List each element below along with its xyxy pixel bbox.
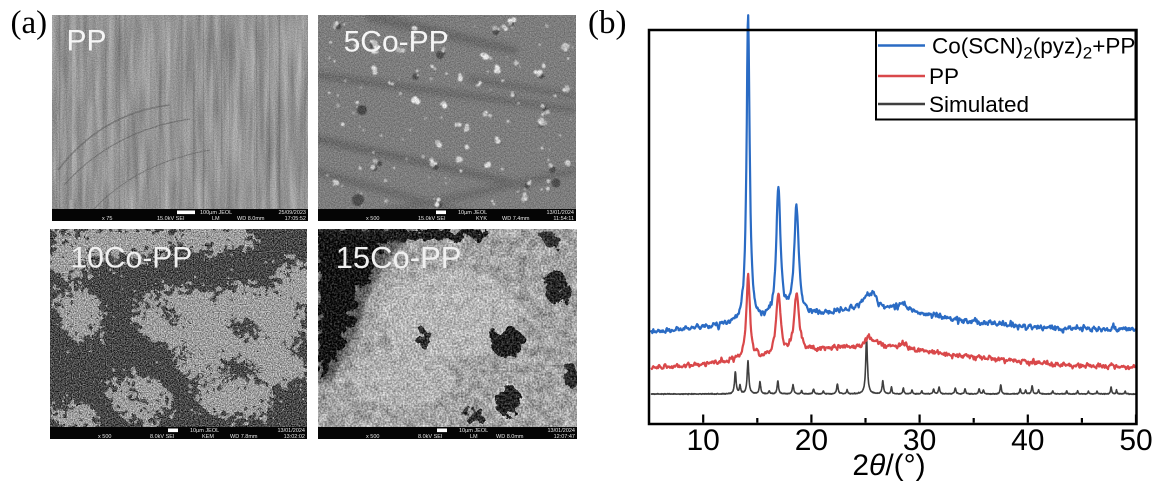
svg-text:10µm JEOL: 10µm JEOL — [190, 428, 219, 434]
svg-text:10: 10 — [687, 424, 720, 457]
svg-text:13/01/2024: 13/01/2024 — [546, 210, 574, 216]
svg-text:8.0kV SEI: 8.0kV SEI — [418, 434, 443, 439]
svg-text:PP: PP — [67, 25, 107, 58]
svg-text:15.0kV SEI: 15.0kV SEI — [418, 216, 446, 221]
svg-text:25/09/2023: 25/09/2023 — [278, 210, 306, 216]
svg-text:10µm JEOL: 10µm JEOL — [458, 210, 487, 216]
svg-text:Simulated: Simulated — [929, 92, 1029, 117]
svg-text:Co(SCN)2(pyz)2+PP: Co(SCN)2(pyz)2+PP — [932, 34, 1135, 63]
svg-text:15.0kV SEI: 15.0kV SEI — [157, 216, 185, 221]
svg-text:8.0kV SEI: 8.0kV SEI — [150, 434, 175, 439]
svg-text:12:07:47: 12:07:47 — [554, 434, 575, 439]
svg-text:30: 30 — [903, 424, 936, 457]
svg-text:15Co-PP: 15Co-PP — [336, 240, 462, 275]
svg-text:10µm JEOL: 10µm JEOL — [459, 428, 488, 434]
svg-text:20: 20 — [795, 424, 828, 457]
svg-text:11:54:11: 11:54:11 — [553, 216, 574, 221]
svg-text:13/01/2024: 13/01/2024 — [277, 428, 305, 434]
svg-text:LM: LM — [212, 216, 220, 221]
svg-text:10Co-PP: 10Co-PP — [71, 242, 193, 275]
svg-text:50: 50 — [1119, 424, 1152, 457]
svg-text:x 500: x 500 — [366, 216, 379, 221]
svg-text:WD 8.0mm: WD 8.0mm — [496, 434, 524, 439]
svg-text:x 500: x 500 — [98, 434, 111, 439]
svg-text:2θ/(°): 2θ/(°) — [852, 449, 925, 482]
svg-text:KEM: KEM — [202, 434, 214, 439]
svg-text:WD 8.0mm: WD 8.0mm — [237, 216, 265, 221]
svg-text:13:02:02: 13:02:02 — [284, 434, 305, 439]
svg-text:WD 7.4mm: WD 7.4mm — [502, 216, 530, 221]
svg-text:17:05:52: 17:05:52 — [285, 216, 306, 221]
svg-text:WD 7.8mm: WD 7.8mm — [230, 434, 258, 439]
svg-text:5Co-PP: 5Co-PP — [344, 26, 449, 59]
svg-text:13/01/2024: 13/01/2024 — [547, 428, 575, 434]
svg-text:100µm JEOL: 100µm JEOL — [200, 210, 232, 216]
svg-text:x 500: x 500 — [366, 434, 379, 439]
svg-text:KYK: KYK — [476, 216, 487, 221]
svg-text:40: 40 — [1011, 424, 1044, 457]
svg-text:x 75: x 75 — [102, 216, 112, 221]
svg-text:PP: PP — [929, 64, 959, 89]
svg-text:LM: LM — [470, 434, 478, 439]
